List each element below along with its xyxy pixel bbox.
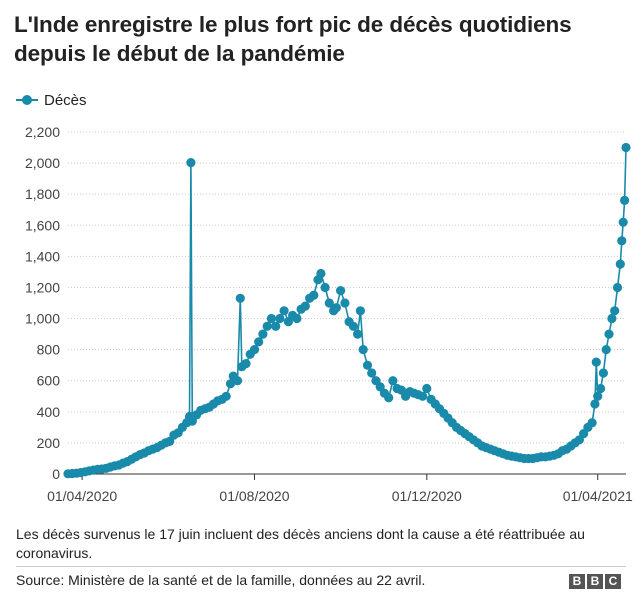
data-point (275, 313, 285, 324)
data-point (279, 306, 289, 316)
data-point (225, 379, 236, 389)
y-tick-label: 1,000 (25, 311, 60, 327)
data-point (331, 303, 341, 313)
data-point (612, 282, 623, 293)
chart-footnote: Les décès survenus le 17 juin incluent d… (16, 526, 585, 561)
data-point (604, 329, 614, 339)
data-point (590, 399, 600, 409)
y-tick-label: 400 (37, 404, 61, 420)
data-point (367, 368, 377, 378)
legend-label: Décès (44, 91, 87, 109)
data-point (355, 306, 365, 316)
bbc-logo-letter: C (605, 574, 621, 589)
bbc-logo-letter: B (587, 574, 603, 589)
data-point (598, 368, 609, 378)
legend-marker-icon (16, 95, 38, 105)
data-point (601, 345, 611, 355)
data-point (353, 329, 363, 339)
chart-title: L'Inde enregistre le plus fort pic de dé… (14, 12, 572, 66)
series-line-deces (67, 147, 627, 475)
data-point (384, 393, 394, 403)
data-point (587, 418, 597, 428)
data-point (418, 391, 428, 401)
data-point (621, 142, 631, 153)
y-tick-label: 1,800 (25, 186, 60, 202)
data-point (262, 321, 272, 331)
y-tick-label: 1,400 (25, 248, 60, 264)
data-point (358, 345, 368, 355)
data-point (320, 282, 330, 293)
data-point (340, 298, 350, 308)
data-point (388, 376, 398, 386)
y-tick-label: 2,200 (25, 124, 60, 140)
x-tick-label: 01/04/2020 (47, 488, 117, 504)
footer-divider (16, 566, 626, 567)
y-tick-label: 800 (37, 342, 61, 358)
data-point (249, 345, 260, 355)
x-tick-label: 01/08/2020 (219, 488, 289, 504)
x-tick-label: 01/12/2020 (392, 488, 462, 504)
data-point (271, 321, 281, 331)
data-point (593, 391, 603, 401)
legend: Décès (16, 90, 87, 110)
y-tick-label: 1,600 (25, 217, 60, 233)
data-point (266, 313, 276, 324)
data-point (596, 383, 606, 394)
data-point (241, 359, 251, 369)
data-point (617, 236, 627, 246)
data-point (607, 313, 617, 324)
y-tick-label: 2,000 (25, 155, 60, 171)
deaths-line-chart: 0 200 400 600 800 1,000 1,200 1,400 1,600 1,800 2,… (25, 124, 633, 504)
bbc-logo-letter: B (569, 574, 585, 589)
data-point (336, 286, 346, 296)
data-point (348, 321, 358, 331)
data-point (300, 301, 310, 311)
data-point (235, 293, 245, 303)
data-point (324, 298, 334, 308)
source-text: Source: Ministère de la santé et de la f… (16, 572, 426, 588)
data-point (292, 313, 302, 324)
data-point (591, 357, 601, 367)
data-point (258, 329, 268, 339)
y-tick-label: 1,200 (25, 279, 60, 295)
data-point (620, 195, 630, 205)
data-point (232, 376, 243, 386)
data-point (615, 259, 625, 269)
y-tick-label: 200 (37, 435, 61, 451)
data-point (422, 383, 432, 394)
x-tick-label: 01/04/2021 (563, 488, 633, 504)
y-tick-label: 600 (37, 373, 61, 389)
data-point (618, 217, 628, 227)
data-point (610, 306, 620, 316)
y-tick-label: 0 (52, 466, 60, 482)
data-point (309, 290, 319, 300)
data-point (221, 391, 231, 401)
data-point (362, 360, 373, 370)
data-point (186, 158, 196, 168)
data-point (316, 268, 326, 279)
bbc-logo: B B C (569, 574, 621, 589)
data-point (254, 337, 264, 347)
